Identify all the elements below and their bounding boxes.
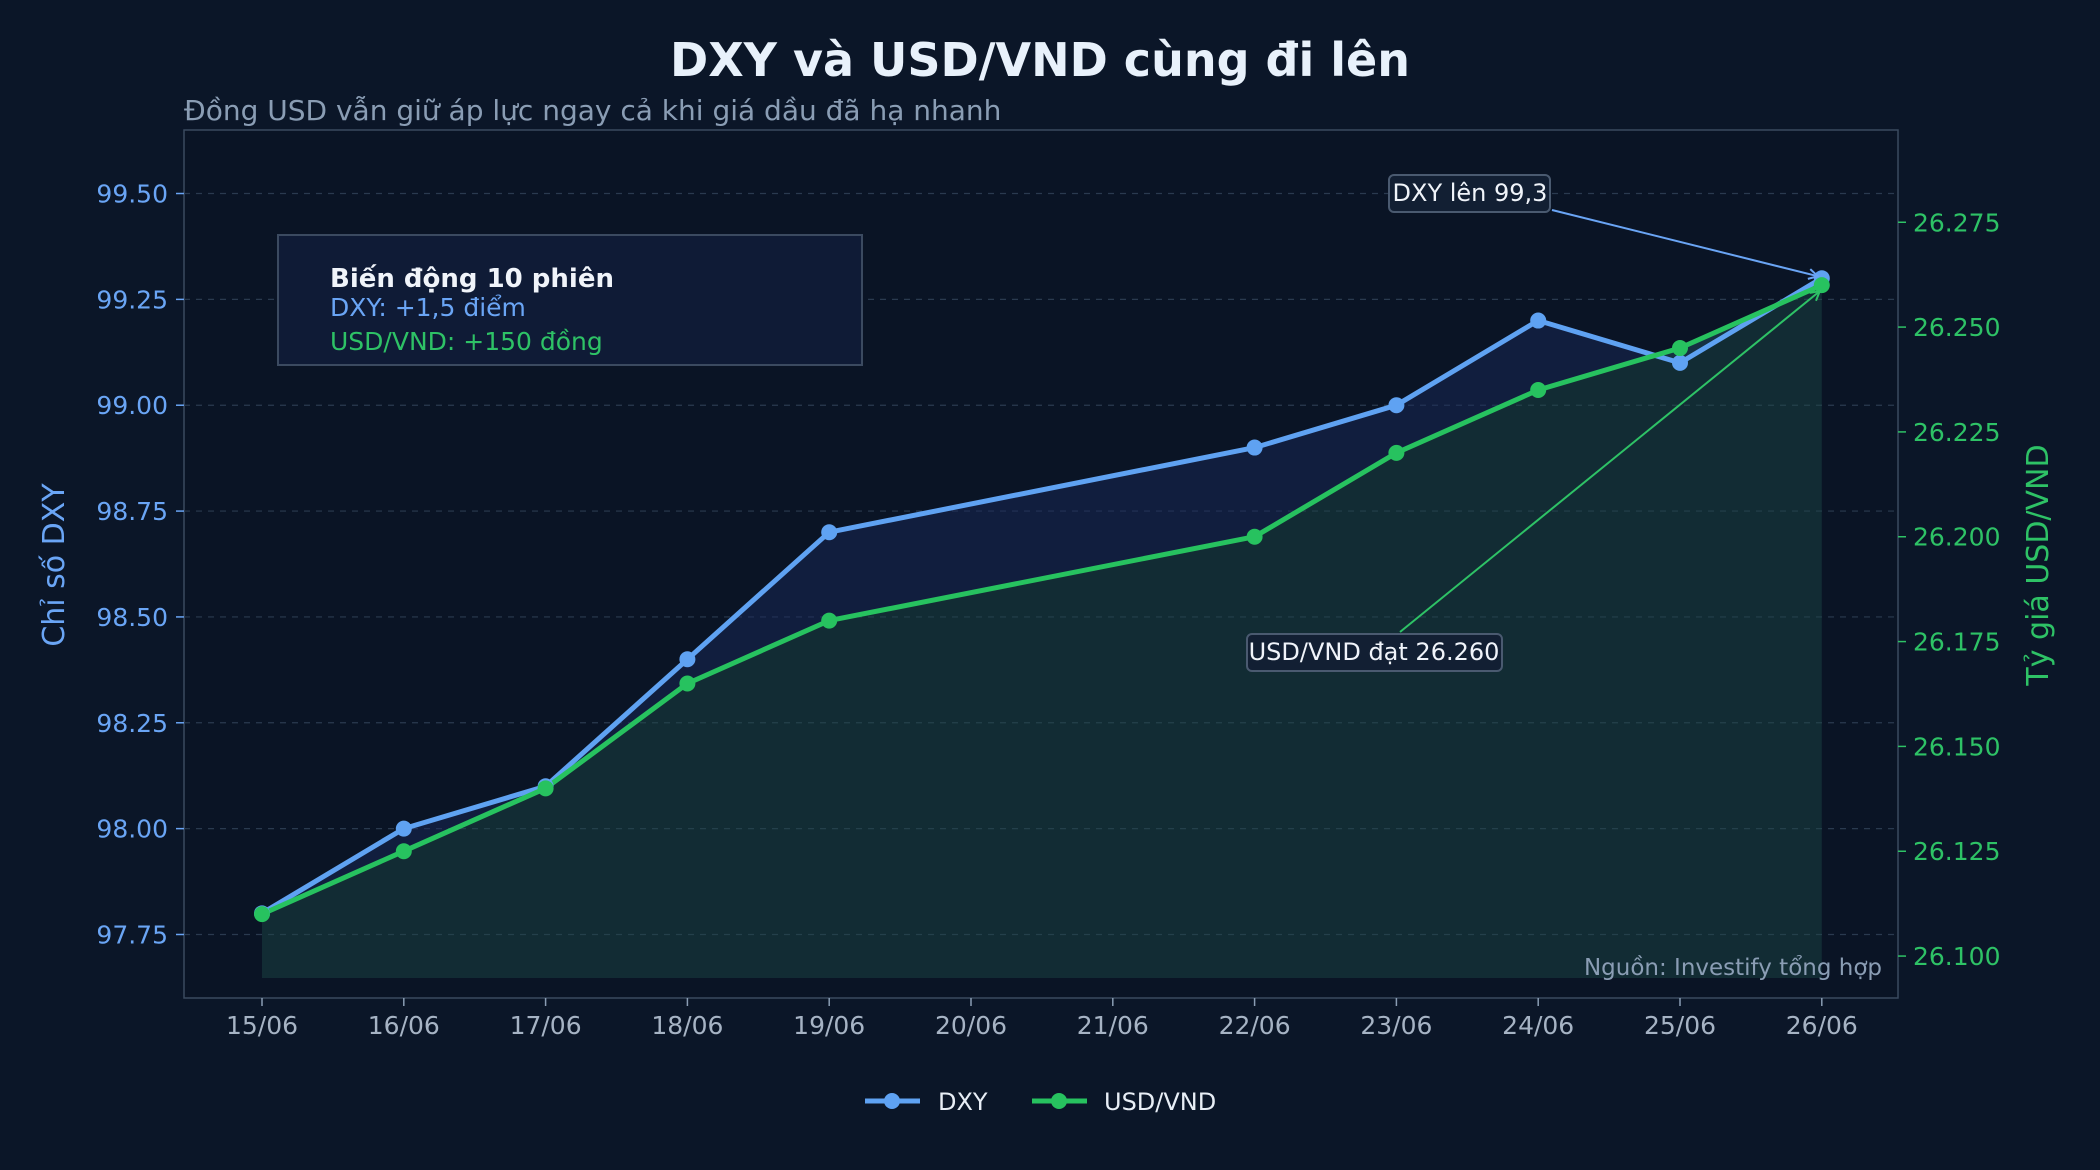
usd-vnd-point-24-06 [1530,381,1547,398]
summary-title: Biến động 10 phiên [330,263,614,294]
usd-vnd-points [254,277,1830,923]
dxy-point-25-06 [1672,354,1688,371]
legend-usd-vnd-label: USD/VND [1104,1088,1216,1116]
usd-vnd-point-18-06 [679,675,696,692]
dxy-point-19-06 [821,524,838,541]
dxy-point-18-06 [679,651,696,668]
x-tick-label-3: 18/06 [651,1011,723,1040]
y-left-tick-label-7: 99.50 [96,180,168,209]
y-axis-left: 97.75 98.00 98.25 98.50 98.75 99.00 99.25 99.50 [96,180,184,949]
usd-vnd-series-line [260,282,1823,917]
x-tick-label-4: 19/06 [793,1011,865,1040]
y-left-tick-label-6: 99.25 [96,285,168,314]
annotation-dxy: DXY lên 99,3 [1388,174,1818,276]
source-note: Nguồn: Investify tổng hợp [1584,955,1882,981]
dxy-point-22-06 [1246,439,1263,456]
y-right-tick-label-7: 26.275 [1913,208,2000,237]
legend-item-usd-vnd: USD/VND [1032,1088,1216,1116]
y-right-tick-label-0: 26.100 [1913,942,2000,971]
summary-vnd-change: USD/VND: +150 đồng [330,327,603,356]
usd-vnd-point-19-06 [821,612,838,629]
annotation-usd-vnd: USD/VND đạt 26.260 [1246,291,1820,672]
y-left-tick-label-1: 98.00 [96,815,168,844]
x-tick-label-0: 15/06 [226,1011,298,1040]
y-right-tick-label-4: 26.200 [1913,523,2000,552]
y-axis-right-label: Tỷ giá USD/VND [2021,444,2056,686]
summary-dxy-change: DXY: +1,5 điểm [330,293,526,322]
legend-dxy-marker [884,1093,900,1109]
annotation-dxy-arrow [1551,209,1818,276]
x-tick-label-6: 21/06 [1077,1011,1149,1040]
y-left-tick-label-5: 99.00 [96,391,168,420]
series-areas [262,278,1822,979]
legend-item-dxy: DXY [865,1088,988,1116]
annotation-usd-vnd-arrow [1399,291,1820,633]
gridlines [184,192,1898,936]
legend-dxy-label: DXY [938,1088,988,1116]
y-right-tick-label-6: 26.250 [1913,313,2000,342]
y-right-tick-label-5: 26.225 [1913,418,2000,447]
usd-vnd-point-15-06 [254,906,270,923]
usd-vnd-point-25-06 [1672,340,1688,357]
y-right-tick-label-1: 26.125 [1913,837,2000,866]
annotation-dxy-box [1388,174,1551,213]
usd-vnd-point-23-06 [1388,444,1405,461]
annotation-dxy-label: DXY lên 99,3 [1393,179,1548,207]
x-tick-label-2: 17/06 [510,1011,582,1040]
dxy-point-24-06 [1530,312,1547,329]
usd-vnd-point-22-06 [1246,528,1263,545]
annotation-usd-vnd-label: USD/VND đạt 26.260 [1249,638,1500,666]
dxy-series-line [260,276,1824,916]
x-axis: 15/06 16/06 17/06 18/06 19/06 20/06 21/06 22/06… [226,998,1858,1040]
dxy-point-23-06 [1388,397,1405,414]
x-tick-label-8: 23/06 [1360,1011,1432,1040]
chart-subtitle: Đồng USD vẫn giữ áp lực ngay cả khi giá … [184,94,1001,127]
legend: DXY USD/VND [865,1088,1216,1116]
y-right-tick-label-3: 26.175 [1913,628,2000,657]
x-tick-label-10: 25/06 [1644,1011,1716,1040]
x-tick-label-9: 24/06 [1502,1011,1574,1040]
x-tick-label-5: 20/06 [935,1011,1007,1040]
legend-usd-vnd-marker [1051,1093,1067,1109]
y-axis-right: 26.100 26.125 26.150 26.175 26.200 26.225 26.2… [1898,208,2000,971]
y-left-tick-label-0: 97.75 [96,920,168,949]
summary-box: Biến động 10 phiên DXY: +1,5 điểm USD/VN… [277,234,863,366]
dxy-point-16-06 [395,820,412,837]
usd-vnd-point-17-06 [537,780,554,797]
x-tick-label-1: 16/06 [368,1011,440,1040]
usd-vnd-point-26-06 [1813,277,1830,294]
y-left-tick-label-3: 98.50 [96,603,168,632]
y-axis-left-label: Chỉ số DXY [37,483,72,647]
usd-vnd-area [262,285,1822,979]
x-tick-label-11: 26/06 [1786,1011,1858,1040]
y-right-tick-label-2: 26.150 [1913,732,2000,761]
y-left-tick-label-4: 98.75 [96,497,168,526]
x-tick-label-7: 22/06 [1219,1011,1291,1040]
usd-vnd-point-16-06 [395,843,412,860]
chart-title: DXY và USD/VND cùng đi lên [670,33,1410,87]
annotation-usd-vnd-box [1246,633,1503,672]
y-left-tick-label-2: 98.25 [96,709,168,738]
